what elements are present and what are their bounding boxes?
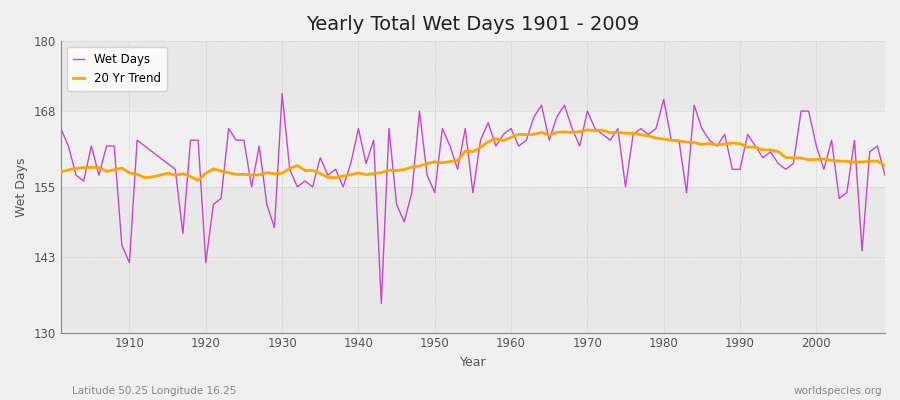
Wet Days (116, 243, 127, 248)
X-axis label: Year: Year (460, 356, 486, 369)
20 Yr Trend (506, 135, 517, 140)
20 Yr Trend (513, 132, 524, 137)
Line: Wet Days: Wet Days (61, 94, 885, 304)
20 Yr Trend (879, 163, 890, 168)
Wet Days (56, 126, 67, 131)
Bar (61, 111, 885, 187)
Text: Latitude 50.25 Longitude 16.25: Latitude 50.25 Longitude 16.25 (72, 386, 237, 396)
Wet Days (276, 91, 287, 96)
20 Yr Trend (116, 166, 127, 170)
20 Yr Trend (613, 130, 624, 134)
Legend: Wet Days, 20 Yr Trend: Wet Days, 20 Yr Trend (67, 47, 166, 91)
20 Yr Trend (56, 170, 67, 174)
Wet Days (338, 184, 348, 189)
Y-axis label: Wet Days: Wet Days (15, 157, 28, 216)
Wet Days (521, 138, 532, 143)
Wet Days (879, 173, 890, 178)
20 Yr Trend (582, 128, 593, 132)
Text: worldspecies.org: worldspecies.org (794, 386, 882, 396)
Line: 20 Yr Trend: 20 Yr Trend (61, 130, 885, 180)
20 Yr Trend (292, 163, 302, 168)
Wet Days (613, 126, 624, 131)
Wet Days (292, 184, 302, 189)
20 Yr Trend (193, 178, 203, 183)
Wet Days (376, 301, 387, 306)
Title: Yearly Total Wet Days 1901 - 2009: Yearly Total Wet Days 1901 - 2009 (306, 15, 640, 34)
Wet Days (513, 144, 524, 148)
20 Yr Trend (338, 174, 348, 178)
